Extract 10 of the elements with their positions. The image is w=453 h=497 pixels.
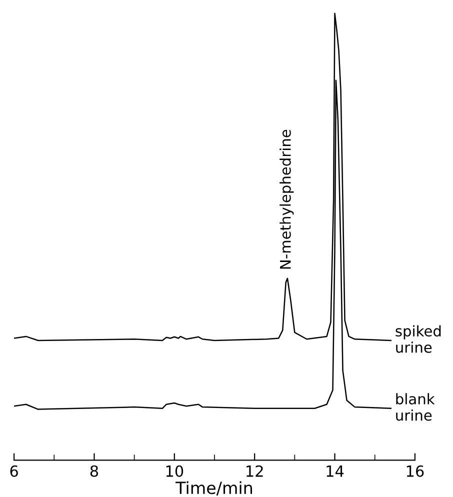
x-tick-label: 12: [246, 465, 263, 477]
x-tick-label: 6: [10, 465, 18, 477]
series-label: blank urine: [396, 393, 435, 421]
annotation: N-methylephedrine: [280, 130, 294, 269]
x-tick-label: 10: [166, 465, 184, 477]
x-tick-label: 14: [326, 466, 344, 477]
x-tick-label: 16: [406, 465, 424, 477]
series-label: spiked urine: [396, 325, 441, 353]
x-axis-title: Time/min: [176, 481, 252, 496]
x-tick-label: 8: [90, 465, 98, 477]
